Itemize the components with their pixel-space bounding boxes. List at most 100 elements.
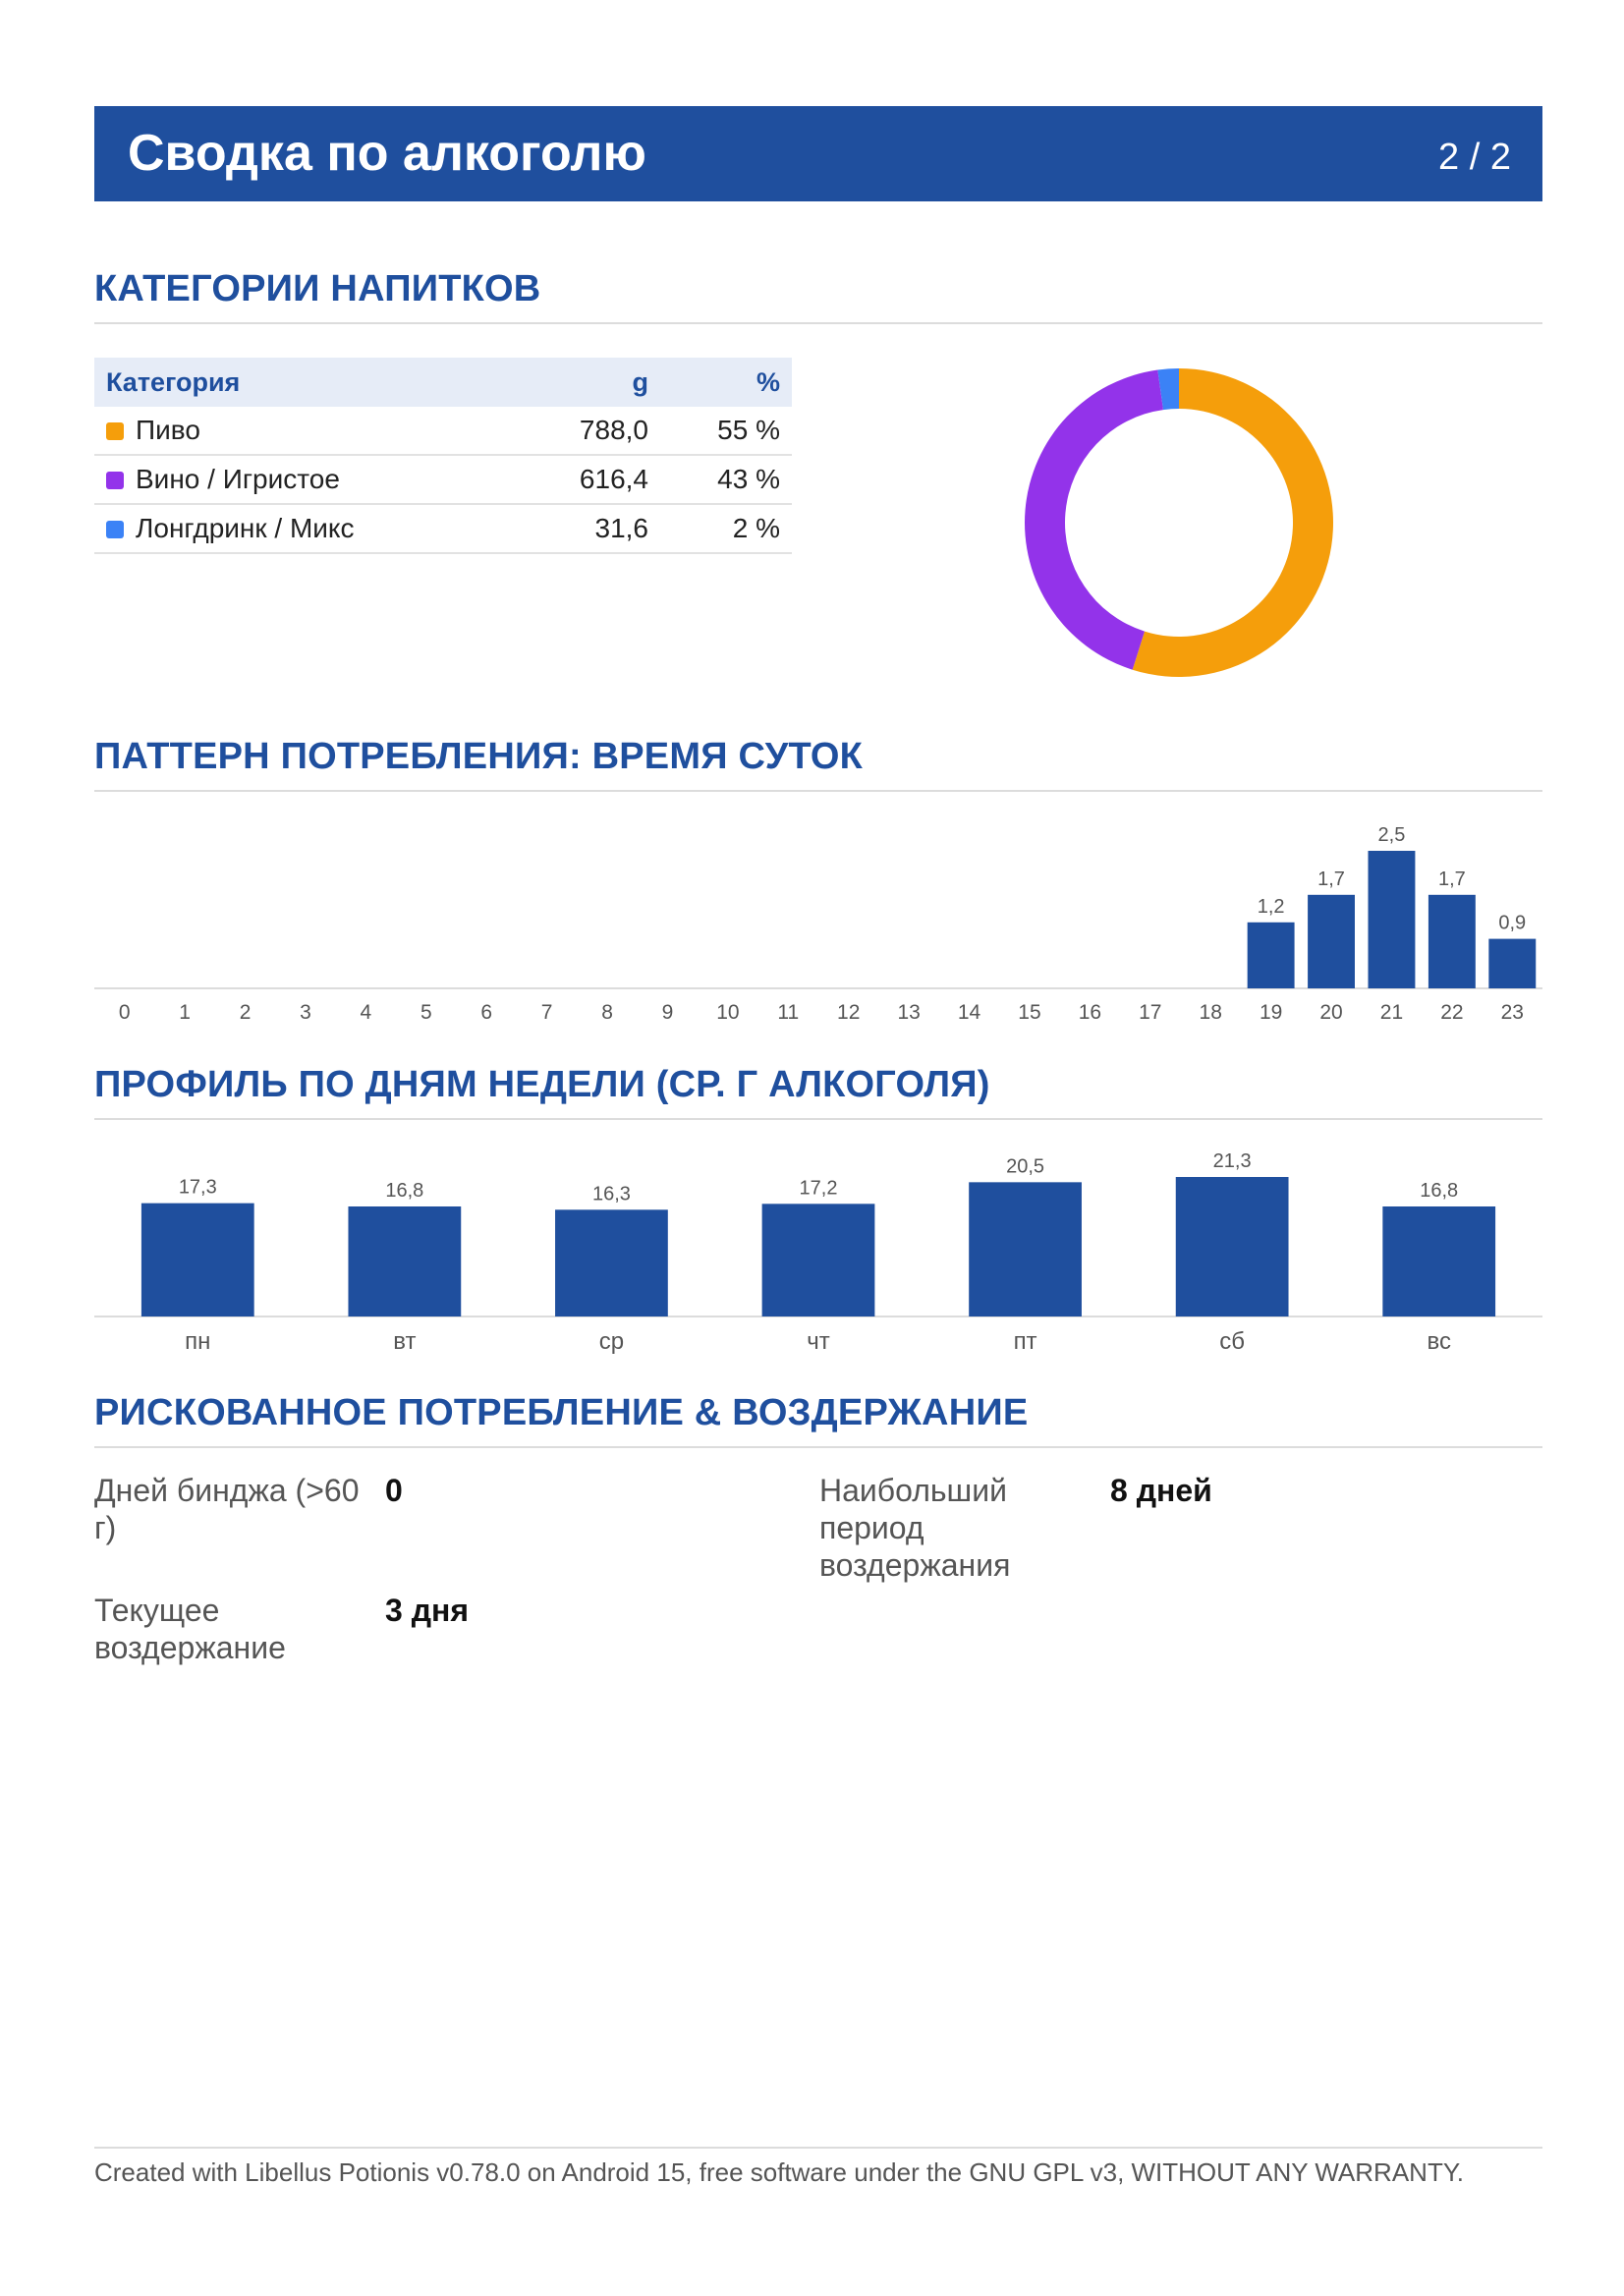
- table-row: Вино / Игристое 616,4 43 %: [94, 455, 792, 505]
- bar-сб: [1175, 1177, 1289, 1316]
- page-title: Сводка по алкоголю: [128, 125, 646, 182]
- x-tick-label: чт: [807, 1328, 830, 1355]
- color-swatch: [106, 472, 124, 489]
- category-name: Пиво: [136, 415, 200, 445]
- x-tick-label: 20: [1319, 1001, 1342, 1024]
- x-tick-label: 6: [480, 1001, 492, 1024]
- x-tick-label: 18: [1200, 1001, 1222, 1024]
- x-tick-label: 23: [1501, 1001, 1524, 1024]
- donut-slice-0: [1132, 368, 1333, 677]
- bar-value-label: 17,3: [179, 1177, 217, 1199]
- x-tick-label: сб: [1219, 1328, 1245, 1355]
- category-donut-chart: [1025, 368, 1333, 677]
- bar-value-label: 20,5: [1006, 1155, 1044, 1177]
- x-tick-label: 7: [541, 1001, 553, 1024]
- x-tick-label: 1: [179, 1001, 191, 1024]
- x-tick-label: 14: [958, 1001, 981, 1024]
- x-tick-label: 3: [300, 1001, 311, 1024]
- table-header-row: Категория g %: [94, 358, 792, 407]
- category-cell: Вино / Игристое: [94, 455, 499, 505]
- table-row: Пиво 788,0 55 %: [94, 407, 792, 456]
- column-header-grams: g: [499, 358, 660, 407]
- bar-value-label: 1,2: [1258, 896, 1285, 918]
- bar-пт: [969, 1182, 1082, 1316]
- percent-cell: 2 %: [660, 504, 792, 554]
- donut-slice-1: [1025, 369, 1164, 670]
- section-divider: [94, 1446, 1542, 1448]
- section-divider: [94, 1118, 1542, 1120]
- x-tick-label: 13: [897, 1001, 920, 1024]
- bar-ср: [555, 1209, 668, 1316]
- x-tick-label: 9: [662, 1001, 674, 1024]
- bar-21: [1368, 851, 1416, 988]
- category-name: Вино / Игристое: [136, 464, 340, 494]
- category-cell: Лонгдринк / Микс: [94, 504, 499, 554]
- color-swatch: [106, 422, 124, 440]
- current-abstinence-label: Текущее воздержание: [94, 1593, 286, 1665]
- category-cell: Пиво: [94, 407, 499, 456]
- x-tick-label: пт: [1014, 1328, 1037, 1355]
- longest-abstinence-value: 8 дней: [1110, 1473, 1212, 1508]
- section-title-risk: РИСКОВАННОЕ ПОТРЕБЛЕНИЕ & ВОЗДЕРЖАНИЕ: [94, 1392, 1029, 1433]
- bar-value-label: 16,3: [592, 1183, 631, 1204]
- x-tick-label: пн: [185, 1328, 210, 1355]
- binge-days-label: Дней бинджа (>60 г): [94, 1473, 360, 1545]
- section-divider: [94, 790, 1542, 792]
- page-number: 2 / 2: [1438, 137, 1511, 178]
- bar-вс: [1382, 1206, 1496, 1316]
- bar-чт: [761, 1204, 875, 1316]
- x-tick-label: 5: [420, 1001, 432, 1024]
- binge-days-value: 0: [385, 1473, 403, 1508]
- percent-cell: 55 %: [660, 407, 792, 456]
- x-tick-label: 19: [1260, 1001, 1282, 1024]
- x-tick-label: 15: [1018, 1001, 1040, 1024]
- x-tick-label: 0: [119, 1001, 131, 1024]
- x-tick-label: 8: [601, 1001, 613, 1024]
- weekday-bar-chart: 17,3 пн 16,8 вт 16,3 ср 17,2 чт 20,5 пт 21,3 сб 16,8…: [94, 1150, 1542, 1355]
- bar-19: [1247, 922, 1295, 988]
- bar-value-label: 21,3: [1213, 1150, 1252, 1172]
- column-header-percent: %: [660, 358, 792, 407]
- x-tick-label: 12: [837, 1001, 860, 1024]
- x-tick-label: 17: [1139, 1001, 1161, 1024]
- x-tick-label: 22: [1440, 1001, 1463, 1024]
- section-divider: [94, 322, 1542, 324]
- x-tick-label: вс: [1427, 1328, 1450, 1355]
- hourly-bar-chart: 0 1 2 3 4 5 6 7 8 9 10 11 12 13 14 15 16 17 181,2191,7202,…: [94, 824, 1542, 1024]
- table-row: Лонгдринк / Микс 31,6 2 %: [94, 504, 792, 554]
- footer-divider: [94, 2147, 1542, 2149]
- x-tick-label: 16: [1079, 1001, 1101, 1024]
- donut-slice-2: [1157, 368, 1179, 411]
- grams-cell: 616,4: [499, 455, 660, 505]
- bar-вт: [348, 1206, 462, 1316]
- category-table: Категория g % Пиво 788,0 55 % Вино / Игр…: [94, 358, 792, 554]
- page-header: Сводка по алкоголю 2 / 2: [94, 106, 1542, 201]
- footer-text: Created with Libellus Potionis v0.78.0 o…: [94, 2157, 1465, 2187]
- color-swatch: [106, 521, 124, 538]
- x-tick-label: вт: [393, 1328, 416, 1355]
- x-tick-label: 21: [1380, 1001, 1403, 1024]
- section-title-weekday: ПРОФИЛЬ ПО ДНЯМ НЕДЕЛИ (СР. Г АЛКОГОЛЯ): [94, 1064, 990, 1105]
- grams-cell: 788,0: [499, 407, 660, 456]
- bar-20: [1308, 894, 1355, 988]
- column-header-category: Категория: [94, 358, 499, 407]
- bar-value-label: 2,5: [1378, 824, 1406, 846]
- bar-value-label: 1,7: [1438, 868, 1466, 890]
- current-abstinence-value: 3 дня: [385, 1593, 469, 1628]
- category-name: Лонгдринк / Микс: [136, 513, 355, 543]
- x-tick-label: 4: [361, 1001, 372, 1024]
- section-title-categories: КАТЕГОРИИ НАПИТКОВ: [94, 268, 541, 309]
- bar-23: [1488, 938, 1537, 988]
- section-title-time-of-day: ПАТТЕРН ПОТРЕБЛЕНИЯ: ВРЕМЯ СУТОК: [94, 736, 864, 777]
- x-tick-label: 10: [716, 1001, 739, 1024]
- bar-22: [1428, 894, 1476, 988]
- bar-value-label: 16,8: [385, 1180, 423, 1202]
- x-tick-label: ср: [599, 1328, 624, 1355]
- bar-пн: [140, 1203, 254, 1316]
- bar-value-label: 1,7: [1317, 868, 1345, 890]
- x-tick-label: 2: [240, 1001, 252, 1024]
- longest-abstinence-label: Наибольший период воздержания: [819, 1473, 1011, 1583]
- bar-value-label: 0,9: [1498, 913, 1526, 934]
- percent-cell: 43 %: [660, 455, 792, 505]
- x-tick-label: 11: [777, 1001, 799, 1024]
